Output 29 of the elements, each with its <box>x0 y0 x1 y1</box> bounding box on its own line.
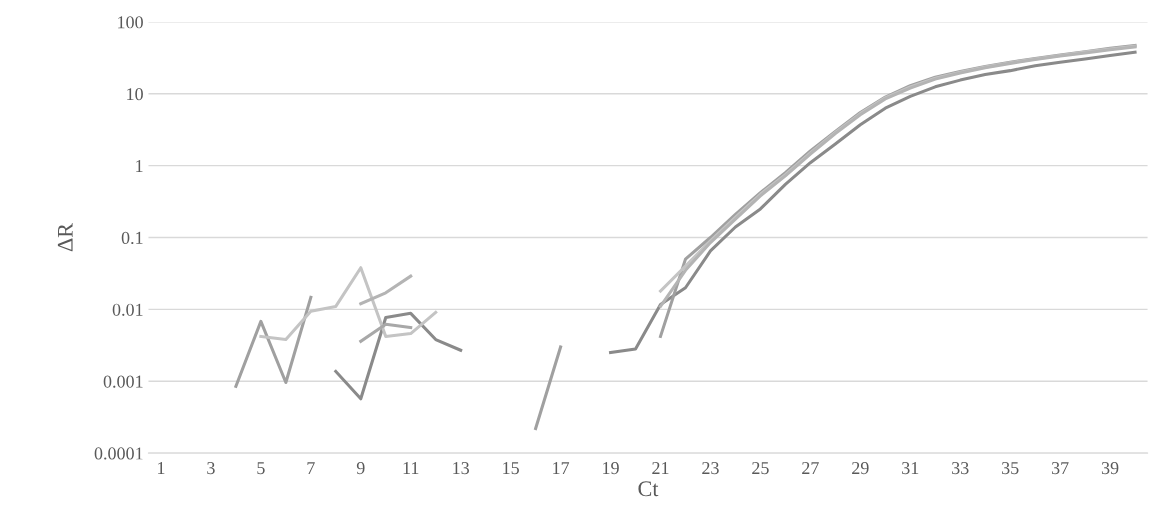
y-tick-label: 10 <box>127 88 143 101</box>
x-tick-label: 21 <box>652 462 669 474</box>
x-tick-label: 1 <box>158 462 165 474</box>
x-tick-label: 5 <box>257 462 265 475</box>
x-tick-label: 27 <box>802 462 819 474</box>
x-axis-title: Ct <box>638 481 659 497</box>
y-tick-label: 0.01 <box>112 303 143 316</box>
x-tick-label: 23 <box>702 462 719 475</box>
x-tick-label: 11 <box>403 462 419 474</box>
x-tick-label: 17 <box>553 462 570 474</box>
x-tick-label: 9 <box>356 462 365 475</box>
x-tick-label: 29 <box>852 462 869 475</box>
y-tick-label: 0.0001 <box>94 447 143 460</box>
x-tick-label: 15 <box>503 462 519 475</box>
x-tick-label: 25 <box>752 462 769 475</box>
y-tick-label: 0.001 <box>103 375 143 388</box>
x-tick-label: 31 <box>902 462 919 475</box>
x-tick-label: 33 <box>952 462 969 475</box>
x-tick-label: 35 <box>1002 462 1019 475</box>
y-tick-label: 100 <box>118 16 143 29</box>
y-tick-label: 1 <box>136 159 143 172</box>
x-tick-label: 3 <box>207 462 215 475</box>
x-tick-label: 7 <box>307 462 315 474</box>
x-tick-label: 37 <box>1051 462 1069 475</box>
y-axis-title: ΔR <box>57 222 73 252</box>
x-tick-label: 13 <box>453 462 470 475</box>
x-tick-label: 19 <box>603 462 619 475</box>
y-tick-label: 0.1 <box>121 231 143 245</box>
x-tick-label: 39 <box>1101 462 1119 475</box>
